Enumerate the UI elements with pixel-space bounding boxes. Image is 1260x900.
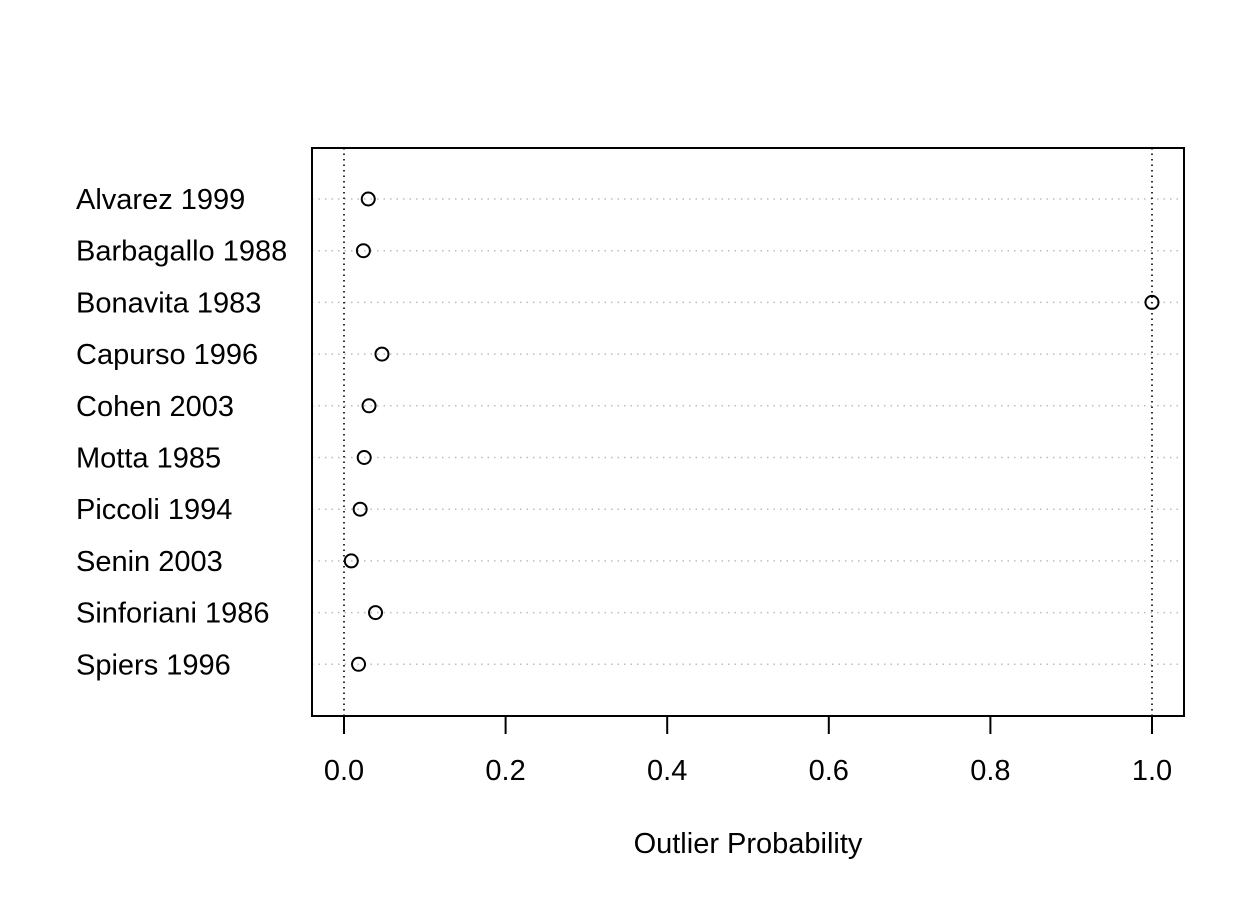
plot-frame [311,147,1185,717]
x-axis: 0.0 0.2 0.4 0.6 0.8 1.0 [324,716,1172,787]
horizontal-grid-lines [312,198,1184,666]
reference-lines [343,148,1153,716]
data-point [360,191,376,207]
x-tick-label: 0.2 [485,755,525,787]
x-axis-title: Outlier Probability [634,828,863,860]
data-point [355,243,371,259]
study-label: Piccoli 1994 [76,494,232,526]
data-point [343,553,359,569]
x-tick-label: 0.4 [647,755,687,787]
study-label: Capurso 1996 [76,339,258,371]
study-label: Alvarez 1999 [76,184,245,216]
data-points [343,191,1160,672]
x-tick-label: 0.8 [970,755,1010,787]
x-tick-label: 1.0 [1132,755,1172,787]
x-tick-label: 0.6 [809,755,849,787]
study-label: Barbagallo 1988 [76,236,287,268]
study-label: Sinforiani 1986 [76,598,269,630]
data-point [361,398,377,414]
x-tick-label: 0.0 [324,755,364,787]
study-label: Motta 1985 [76,443,221,475]
data-point [351,656,367,672]
study-label: Senin 2003 [76,546,223,578]
study-label: Spiers 1996 [76,649,231,681]
study-label: Cohen 2003 [76,391,234,423]
data-point [368,605,384,621]
study-labels: Alvarez 1999 Barbagallo 1988 Bonavita 1983… [76,184,287,681]
data-point [352,501,368,517]
data-point [1144,294,1160,310]
study-label: Bonavita 1983 [76,287,261,319]
data-point [374,346,390,362]
data-point [356,450,372,465]
